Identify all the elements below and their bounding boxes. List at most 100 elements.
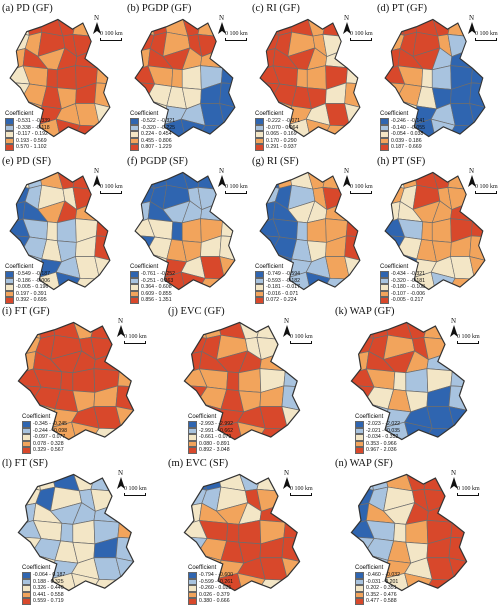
legend-label: -0.661 - 0.079 <box>199 434 232 441</box>
legend: Coefficient -0.345 - -0.245 -0.244 - -0.09… <box>22 414 67 454</box>
legend-item: -0.260 - 0.025 <box>188 585 233 592</box>
study-area-outline <box>134 171 236 291</box>
legend-label: -0.246 - -0.141 <box>391 118 426 125</box>
legend-item: -0.320 - -0.225 <box>130 124 175 132</box>
legend-item: 0.352 - 0.476 <box>355 591 400 599</box>
legend-item: 0.353 - 0.966 <box>355 440 400 448</box>
map-panel: (i) FT (GF) N 0 100 km Coefficient -0.345 - … <box>2 306 167 456</box>
legend-label: -0.054 - 0.038 <box>391 131 424 138</box>
legend-label: -0.593 - -0.182 <box>266 277 301 284</box>
legend-item: -0.186 - -0.006 <box>5 277 50 285</box>
legend-swatch <box>255 277 264 285</box>
legend-item: -2.021 - -0.035 <box>355 427 400 435</box>
legend-label: 0.353 - 0.966 <box>366 440 397 447</box>
legend-item: 0.065 - 0.169 <box>255 131 300 138</box>
legend-swatch <box>188 434 197 441</box>
legend-swatch <box>355 598 364 605</box>
north-arrow-icon: N <box>278 469 302 494</box>
map-panel: (g) RI (SF) N 0 100 km Coefficient -0.749 - … <box>252 156 376 306</box>
scale-bar: 0 100 km <box>457 334 480 344</box>
legend-swatch <box>22 578 31 586</box>
legend-label: 0.380 - 0.666 <box>199 598 230 605</box>
legend-swatch <box>380 284 389 291</box>
legend-label: -0.097 - 0.077 <box>33 434 66 441</box>
legend-title: Coefficient <box>130 264 159 270</box>
region <box>60 522 74 543</box>
region <box>95 67 110 85</box>
north-label: N <box>284 317 290 325</box>
legend-label: -0.549 - -0.187 <box>16 271 51 278</box>
map-panel: (k) WAP (GF) N 0 100 km Coefficient -2.023 -… <box>335 306 500 456</box>
study-area-outline <box>134 18 236 138</box>
legend-label: 0.197 - 0.391 <box>16 290 47 297</box>
north-arrow-icon: N <box>463 167 487 192</box>
scale-label: 0 100 km <box>475 184 498 190</box>
legend-title: Coefficient <box>380 111 409 117</box>
legend-item: 0.609 - 0.855 <box>130 290 175 298</box>
legend-swatch <box>5 290 14 298</box>
study-area-outline <box>9 18 111 138</box>
study-area-outline <box>183 473 301 592</box>
north-label: N <box>118 469 124 477</box>
scale-label: 0 100 km <box>225 184 248 190</box>
panel-title: (k) WAP (GF) <box>335 306 395 317</box>
legend-swatch <box>130 290 139 298</box>
north-label: N <box>344 14 350 22</box>
region <box>238 519 262 545</box>
legend: Coefficient -0.522 - -0.321 -0.320 - -0.22… <box>130 111 175 151</box>
legend-item: -0.117 - 0.192 <box>5 131 50 138</box>
legend: Coefficient -0.549 - -0.187 -0.186 - -0.00… <box>5 264 50 304</box>
legend-swatch <box>355 427 364 435</box>
legend-item: -0.434 - -0.321 <box>380 271 425 278</box>
choropleth-map <box>183 321 301 441</box>
legend-item: 0.807 - 1.229 <box>130 144 175 151</box>
legend: Coefficient -0.531 - -0.339 -0.338 - -0.11… <box>5 111 50 151</box>
legend-swatch <box>255 137 264 145</box>
scale-bar: 0 100 km <box>475 31 498 41</box>
legend-swatch <box>355 591 364 599</box>
legend-item: -0.064 - 0.187 <box>22 572 65 579</box>
north-label: N <box>451 469 457 477</box>
scale-label: 0 100 km <box>350 184 373 190</box>
choropleth-map <box>17 473 135 592</box>
scale-bar: 0 100 km <box>290 334 313 344</box>
legend-label: -2.993 - -2.992 <box>199 421 234 428</box>
legend-title: Coefficient <box>22 414 51 420</box>
legend-item: -2.993 - -2.992 <box>188 421 233 428</box>
panel-title: (b) PGDP (GF) <box>127 3 192 14</box>
legend-item: 0.202 - 0.351 <box>355 585 400 592</box>
legend-label: 0.326 - 0.440 <box>33 585 64 592</box>
legend-label: 0.187 - 0.669 <box>391 144 422 151</box>
legend-label: -0.034 - 0.352 <box>366 434 399 441</box>
map-panel: (a) PD (GF) N 0 100 km Coefficient -0.531 - … <box>2 3 126 153</box>
choropleth-map <box>384 171 486 291</box>
map-panel: (e) PD (SF) N 0 100 km Coefficient -0.549 - … <box>2 156 126 306</box>
legend-swatch <box>255 118 264 125</box>
legend-swatch <box>5 131 14 138</box>
legend-swatch <box>130 284 139 291</box>
north-label: N <box>94 14 100 22</box>
panel-title: (m) EVC (SF) <box>168 458 229 469</box>
legend-label: -0.181 - -0.017 <box>266 284 301 291</box>
legend-item: -0.749 - -0.594 <box>255 271 300 278</box>
legend-label: -0.531 - -0.339 <box>16 118 51 125</box>
region <box>450 370 467 388</box>
panel-title: (d) PT (GF) <box>377 3 427 14</box>
north-label: N <box>469 167 475 175</box>
legend: Coefficient -0.749 - -0.594 -0.593 - -0.18… <box>255 264 300 304</box>
scale-bar: 0 100 km <box>124 486 147 496</box>
legend-swatch <box>380 137 389 145</box>
panel-title: (f) PGDP (SF) <box>127 156 188 167</box>
north-label: N <box>94 167 100 175</box>
legend-swatch <box>130 277 139 285</box>
panel-title: (a) PD (GF) <box>2 3 53 14</box>
legend-swatch <box>22 421 31 428</box>
legend-item: 0.326 - 0.440 <box>22 585 65 592</box>
study-area-outline <box>17 473 135 592</box>
legend-label: 0.291 - 0.937 <box>266 144 297 151</box>
region <box>220 67 235 85</box>
legend-swatch <box>355 572 364 579</box>
region <box>446 579 467 591</box>
scale-bar: 0 100 km <box>290 486 313 496</box>
legend: Coefficient -0.761 - -0.252 -0.251 - 0.363… <box>130 264 175 304</box>
